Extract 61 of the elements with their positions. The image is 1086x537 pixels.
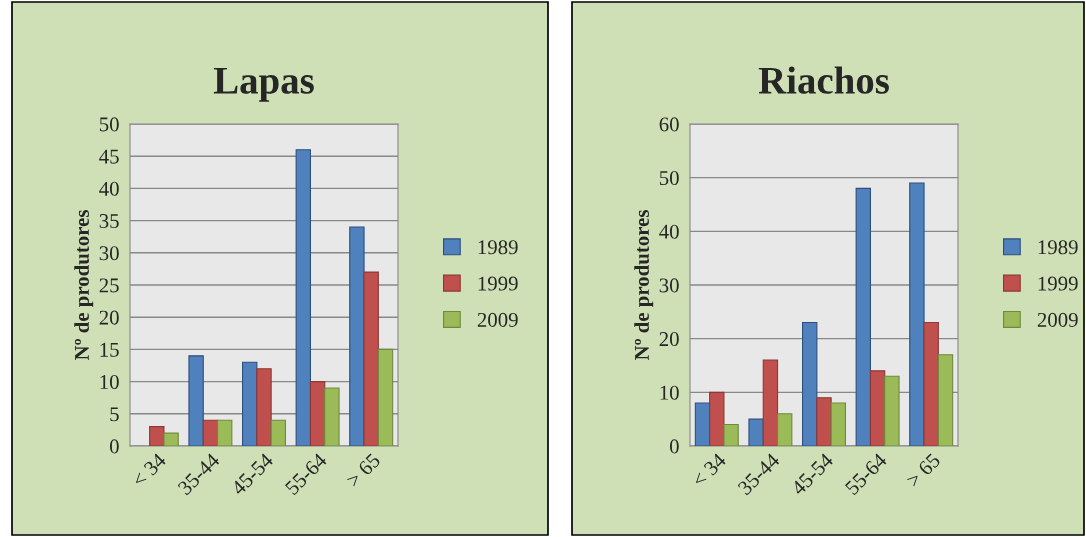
bar: [202, 419, 219, 446]
y-tick-label: 60: [659, 117, 679, 132]
legend-label: 1989: [478, 240, 518, 255]
y-tick-label: 35: [99, 214, 119, 229]
bar: [242, 361, 258, 446]
y-tick-label: 20: [99, 310, 119, 325]
bar: [816, 397, 832, 446]
bar: [869, 370, 886, 446]
bar: [694, 402, 711, 446]
y-tick-label: 10: [660, 385, 679, 400]
y-axis-title: Nº de produtores: [634, 210, 654, 361]
y-tick-label: 40: [99, 181, 119, 196]
bar: [776, 413, 793, 446]
chart-title: Riachos: [758, 66, 889, 94]
bar: [149, 426, 165, 446]
x-tick-label: < 34: [131, 452, 167, 488]
y-tick-label: 30: [659, 278, 679, 293]
y-tick-label: 20: [659, 332, 679, 347]
y-tick-label: 10: [100, 374, 119, 390]
legend-label: 1999: [478, 276, 518, 291]
bar: [830, 402, 846, 446]
y-tick-label: 0: [669, 439, 679, 454]
bar: [309, 381, 326, 446]
bar: [377, 348, 394, 446]
y-tick-label: 50: [659, 171, 679, 186]
bar: [762, 359, 779, 446]
chart-title: Lapas: [213, 67, 314, 102]
x-tick-label: > 65: [905, 452, 941, 488]
bar: [909, 182, 925, 446]
y-tick-label: 50: [99, 117, 119, 132]
bar: [363, 271, 379, 446]
legend-label: 1989: [1038, 240, 1078, 255]
y-tick-label: 25: [99, 278, 119, 293]
bar: [709, 391, 725, 446]
y-tick-label: 15: [100, 342, 119, 357]
y-tick-label: 40: [659, 224, 679, 239]
legend-label: 2009: [1037, 312, 1078, 327]
legend-label: 2009: [477, 312, 518, 327]
legend-label: 1999: [1038, 276, 1078, 291]
bar: [324, 387, 340, 446]
bar: [923, 322, 939, 446]
bar: [163, 432, 179, 446]
y-tick-label: 45: [99, 149, 119, 164]
y-tick-label: 30: [99, 246, 119, 261]
bar: [802, 322, 818, 446]
bar: [723, 423, 739, 446]
bar: [188, 355, 204, 446]
x-tick-label: < 34: [691, 452, 727, 488]
bar: [216, 419, 233, 446]
bar: [295, 149, 312, 446]
y-tick-label: 0: [109, 439, 119, 454]
bar: [855, 187, 872, 446]
bar: [270, 419, 286, 446]
bar: [256, 368, 272, 446]
y-axis-title: Nº de produtores: [74, 210, 94, 361]
bar: [884, 375, 900, 446]
x-tick-label: > 65: [345, 452, 381, 488]
bar: [349, 226, 365, 446]
bar: [748, 418, 764, 446]
y-tick-label: 5: [110, 407, 119, 422]
bar: [937, 354, 954, 446]
